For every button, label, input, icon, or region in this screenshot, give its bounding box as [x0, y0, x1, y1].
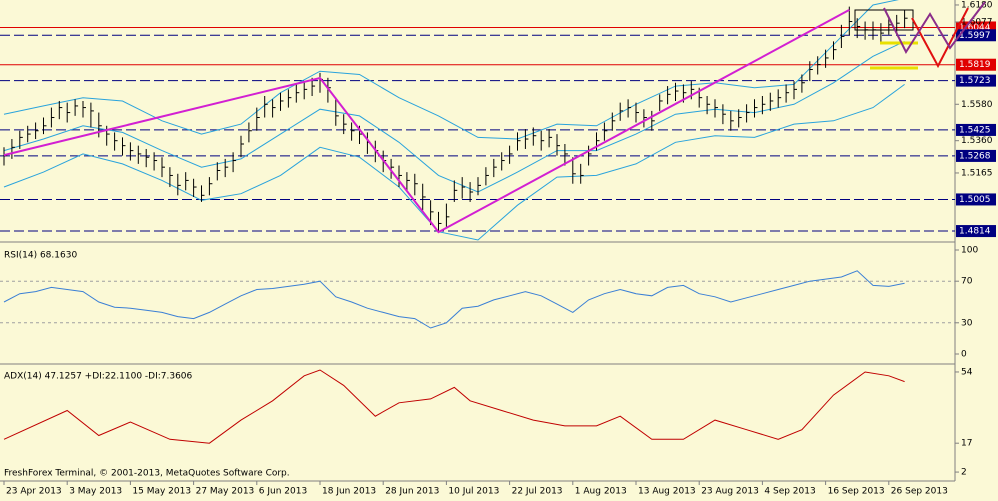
level-label: 1.6044 — [959, 23, 991, 33]
annotation-arrow — [911, 7, 969, 69]
x-tick-label: 13 Aug 2013 — [638, 487, 696, 497]
level-label-box — [956, 29, 996, 42]
y-tick-label: 30 — [961, 318, 973, 328]
level-label: 1.5005 — [959, 195, 991, 205]
level-label-box — [956, 21, 996, 34]
level-label: 1.5723 — [959, 76, 991, 86]
trendline — [3, 9, 850, 234]
indicator-line — [3, 270, 905, 329]
y-tick-label: 17 — [961, 439, 972, 449]
level-label-box — [956, 193, 996, 206]
level-label-box — [956, 123, 996, 136]
x-tick-label: 1 Aug 2013 — [575, 487, 627, 497]
y-tick-label: 100 — [961, 245, 978, 255]
y-tick-label: 0 — [961, 349, 967, 359]
level-label: 1.5997 — [959, 31, 991, 41]
level-label: 1.5268 — [959, 151, 991, 161]
level-label-box — [956, 58, 996, 71]
x-tick-label: 10 Jul 2013 — [448, 487, 499, 497]
x-tick-label: 23 Apr 2013 — [6, 487, 62, 497]
x-tick-label: 15 May 2013 — [132, 487, 191, 497]
panel-title: RSI(14) 68.1630 — [4, 251, 77, 261]
x-tick-label: 26 Sep 2013 — [891, 487, 948, 497]
y-tick-label: 1.6077 — [961, 18, 993, 28]
y-tick-label: 1.5360 — [961, 136, 993, 146]
level-label: 1.5819 — [959, 60, 991, 70]
x-tick-label: 3 May 2013 — [69, 487, 122, 497]
y-tick-label: 1.5580 — [961, 100, 993, 110]
level-label-box — [956, 149, 996, 162]
annotation-arrow — [883, 1, 986, 55]
x-tick-label: 28 Jun 2013 — [385, 487, 439, 497]
level-label-box — [956, 74, 996, 87]
level-label: 1.4814 — [959, 227, 991, 237]
x-tick-label: 6 Jun 2013 — [259, 487, 307, 497]
level-label: 1.5425 — [959, 125, 991, 135]
bollinger-band — [3, 83, 905, 241]
y-tick-label: 1.5165 — [961, 168, 993, 178]
panel-title: ADX(14) 47.1257 +DI:22.1100 -DI:7.3606 — [4, 372, 193, 382]
x-tick-label: 23 Aug 2013 — [701, 487, 759, 497]
y-tick-label: 54 — [961, 367, 973, 377]
x-tick-label: 27 May 2013 — [196, 487, 255, 497]
indicator-line — [3, 369, 905, 444]
x-tick-label: 4 Sep 2013 — [764, 487, 815, 497]
x-tick-label: 22 Jul 2013 — [512, 487, 563, 497]
footer: FreshForex Terminal, © 2001-2013, MetaQu… — [4, 469, 290, 479]
x-tick-label: 18 Jun 2013 — [322, 487, 376, 497]
bollinger-band — [3, 40, 905, 193]
y-tick-label: 2 — [961, 468, 967, 478]
x-tick-label: 16 Sep 2013 — [828, 487, 885, 497]
y-tick-label: 70 — [961, 277, 973, 287]
y-tick-label: 1.6180 — [961, 0, 993, 10]
level-label-box — [956, 225, 996, 238]
